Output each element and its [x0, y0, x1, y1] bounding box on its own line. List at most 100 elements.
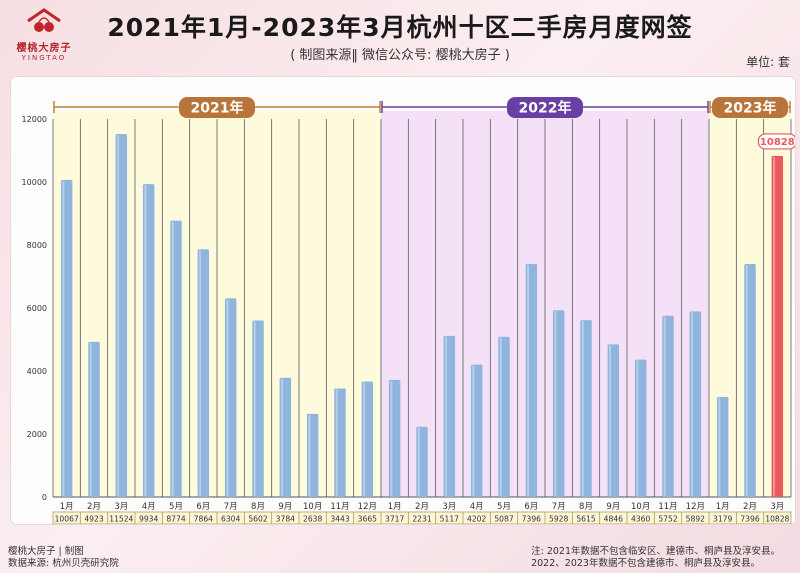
data-label: 4360: [631, 515, 650, 524]
bar: [525, 264, 538, 497]
unit-label: 单位: 套: [746, 55, 790, 69]
x-tick-label: 6月: [196, 502, 210, 512]
bar: [252, 320, 264, 497]
bar-shine: [472, 365, 475, 496]
footer-note-1: 注: 2021年数据不包含临安区、建德市、桐庐县及淳安县。: [531, 546, 780, 557]
bar: [142, 184, 155, 497]
data-label: 2638: [303, 515, 322, 524]
x-tick-label: 1月: [716, 502, 730, 512]
highlight-callout-label: 10828: [760, 137, 795, 148]
bar-shine: [199, 250, 202, 496]
y-tick-label: 12000: [22, 115, 47, 124]
bar: [607, 344, 620, 497]
data-label: 10828: [765, 515, 789, 524]
data-label: 3717: [385, 515, 404, 524]
x-tick-label: 10月: [303, 502, 322, 512]
bar-shine: [171, 221, 174, 496]
bar-shine: [499, 337, 502, 496]
data-label: 7864: [194, 515, 213, 524]
x-tick-label: 9月: [278, 502, 292, 512]
x-tick-label: 1月: [60, 502, 74, 512]
bar: [388, 379, 401, 497]
bar: [443, 335, 456, 497]
bar: [771, 155, 784, 497]
data-label: 5892: [686, 515, 705, 524]
bar-shine: [390, 380, 393, 496]
bar-shine: [363, 382, 366, 496]
data-label: 8774: [166, 515, 185, 524]
bar-shine: [226, 299, 229, 496]
bar-shine: [581, 321, 584, 496]
bar-shine: [745, 265, 748, 496]
bar: [224, 298, 237, 497]
bar: [197, 249, 210, 497]
x-tick-label: 10月: [631, 502, 650, 512]
x-tick-label: 3月: [442, 502, 456, 512]
x-tick-label: 6月: [524, 502, 538, 512]
data-label: 7396: [522, 515, 541, 524]
data-label: 3665: [358, 515, 377, 524]
data-label: 6304: [221, 515, 240, 524]
highlight-callout-bg: [757, 133, 795, 150]
bar-shine: [308, 414, 311, 496]
y-tick-label: 2000: [27, 430, 47, 439]
data-label: 3784: [276, 515, 295, 524]
data-label: 4923: [84, 515, 103, 524]
x-tick-label: 1月: [388, 502, 402, 512]
footer-credit: 樱桃大房子 | 制图: [8, 546, 84, 557]
data-label: 10067: [55, 515, 79, 524]
bar-chart: 樱桃大房子YINGTAO2021年2022年2023年0200040006000…: [22, 97, 795, 524]
x-tick-label: 3月: [770, 502, 784, 512]
x-tick-label: 2月: [743, 502, 757, 512]
data-label: 5117: [440, 515, 459, 524]
bar: [416, 426, 428, 497]
bar: [361, 381, 374, 497]
x-tick-label: 7月: [552, 502, 566, 512]
bar: [498, 336, 510, 497]
group-label: 2022年: [519, 100, 572, 117]
y-tick-label: 6000: [27, 304, 47, 313]
x-tick-label: 12月: [686, 502, 705, 512]
y-tick-label: 10000: [22, 178, 47, 187]
group-label-bg-2: [712, 97, 788, 118]
bar-shine: [773, 156, 776, 496]
x-tick-label: 11月: [658, 502, 677, 512]
bar-shine: [691, 312, 694, 496]
bar-shine: [609, 345, 612, 496]
chart-panel: 樱桃大房子YINGTAO2021年2022年2023年0200040006000…: [10, 76, 796, 525]
data-label: 5615: [576, 515, 595, 524]
data-label: 11524: [109, 515, 133, 524]
bar-shine: [144, 185, 147, 496]
bar-shine: [335, 389, 338, 496]
data-label: 2231: [412, 515, 431, 524]
x-tick-label: 2月: [415, 502, 429, 512]
data-label: 9934: [139, 515, 158, 524]
x-tick-label: 9月: [606, 502, 620, 512]
bar: [470, 364, 483, 497]
bar: [662, 315, 674, 497]
group-label-bg-1: [507, 97, 583, 118]
bar: [689, 311, 702, 497]
data-label: 4202: [467, 515, 486, 524]
x-tick-label: 4月: [142, 502, 156, 512]
bar: [88, 341, 100, 497]
bar-shine: [445, 336, 448, 496]
x-tick-label: 4月: [470, 502, 484, 512]
bar: [552, 310, 565, 497]
bar-shine: [281, 378, 284, 496]
x-tick-label: 8月: [579, 502, 593, 512]
bar: [634, 359, 647, 497]
group-label-bg-0: [179, 97, 255, 118]
chart-title: 2021年1月-2023年3月杭州十区二手房月度网签: [107, 13, 693, 42]
data-label: 5087: [494, 515, 513, 524]
data-label: 4846: [604, 515, 623, 524]
bar-shine: [253, 321, 256, 496]
bar: [580, 320, 592, 497]
footer-note-2: 2022、2023年数据不包含建德市、桐庐县及淳安县。: [531, 558, 760, 569]
bar-shine: [663, 316, 666, 496]
y-tick-label: 8000: [27, 241, 47, 250]
logo-subtext: YINGTAO: [21, 54, 67, 62]
group-label: 2021年: [191, 100, 244, 117]
bar: [306, 413, 319, 497]
x-tick-label: 8月: [251, 502, 265, 512]
